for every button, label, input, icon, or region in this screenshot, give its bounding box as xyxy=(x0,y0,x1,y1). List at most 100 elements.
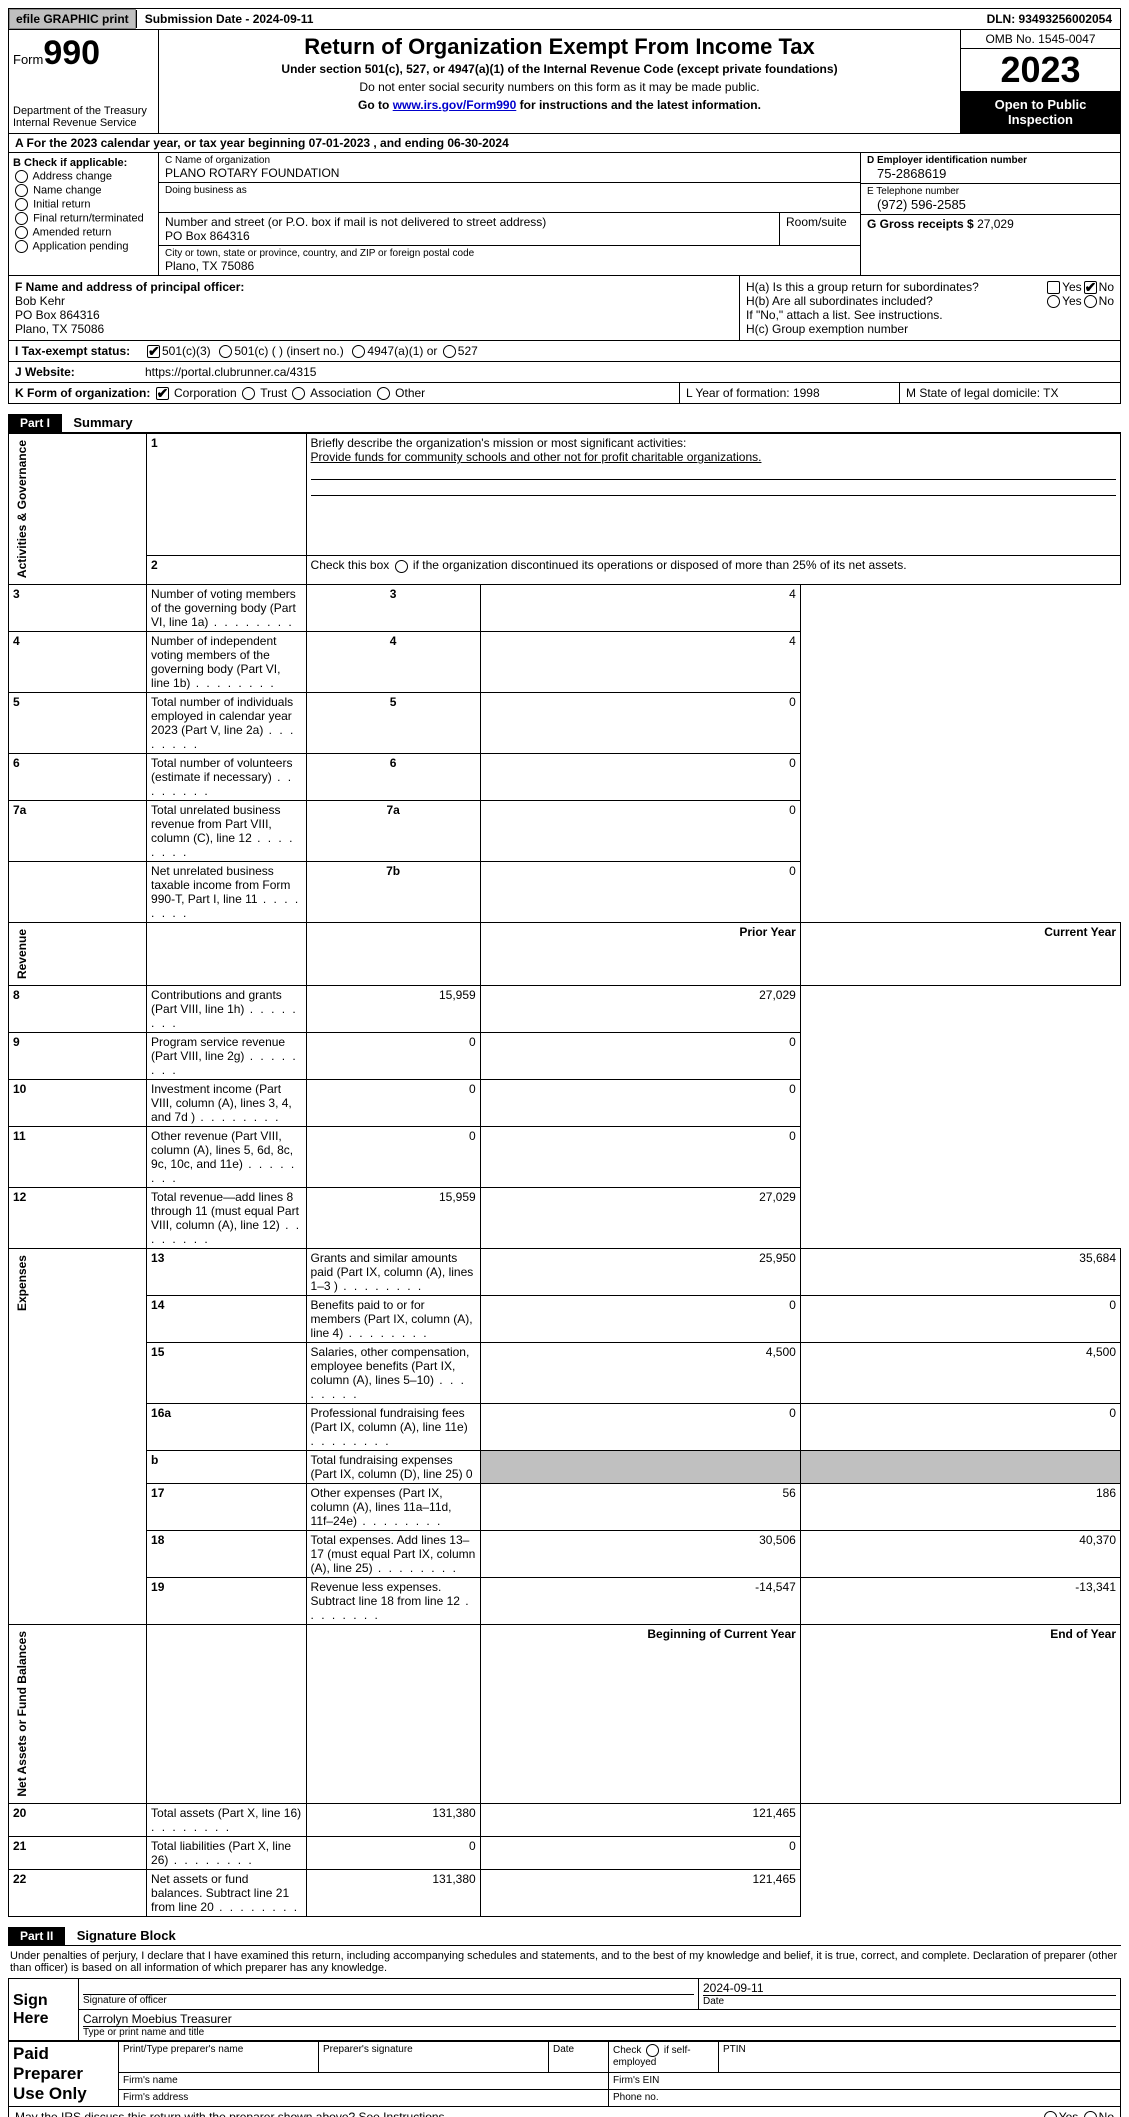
cb-corporation[interactable] xyxy=(156,387,169,400)
gov-row: 7aTotal unrelated business revenue from … xyxy=(9,801,1121,862)
officer-print-name: Carrolyn Moebius Treasurer xyxy=(83,2012,1116,2027)
sig-officer-caption: Signature of officer xyxy=(83,1995,694,2006)
col-current: Current Year xyxy=(800,923,1120,986)
hb-no[interactable] xyxy=(1084,295,1097,308)
part1-title: Summary xyxy=(65,415,132,430)
box-b: B Check if applicable: Address change Na… xyxy=(9,153,159,275)
city-value: Plano, TX 75086 xyxy=(165,259,854,273)
vlabel-governance: Activities & Governance xyxy=(13,436,31,582)
exp-row: 14Benefits paid to or for members (Part … xyxy=(9,1296,1121,1343)
cb-application-pending[interactable]: Application pending xyxy=(13,240,154,253)
officer-street: PO Box 864316 xyxy=(15,308,733,322)
year-formation: L Year of formation: 1998 xyxy=(680,383,900,403)
box-h: H(a) Is this a group return for subordin… xyxy=(740,276,1120,340)
cb-501c3[interactable] xyxy=(147,345,160,358)
rev-row: 10Investment income (Part VIII, column (… xyxy=(9,1080,1121,1127)
cb-association[interactable] xyxy=(292,387,305,400)
cb-trust[interactable] xyxy=(242,387,255,400)
sign-here-label: Sign Here xyxy=(9,1979,79,2041)
mission-text: Provide funds for community schools and … xyxy=(311,450,762,464)
box-c: C Name of organization PLANO ROTARY FOUN… xyxy=(159,153,860,275)
net-row: 21Total liabilities (Part X, line 26)00 xyxy=(9,1837,1121,1870)
org-name-caption: C Name of organization xyxy=(165,155,854,166)
print-name-caption: Type or print name and title xyxy=(83,2027,1116,2038)
irs-no[interactable] xyxy=(1084,2111,1097,2117)
cb-amended-return[interactable]: Amended return xyxy=(13,226,154,239)
officer-city: Plano, TX 75086 xyxy=(15,322,733,336)
entity-block: B Check if applicable: Address change Na… xyxy=(8,153,1121,276)
efile-print-button[interactable]: efile GRAPHIC print xyxy=(9,9,136,29)
cb-initial-return[interactable]: Initial return xyxy=(13,198,154,211)
firm-ein-caption: Firm's EIN xyxy=(609,2072,1121,2089)
exp-row: Expenses13Grants and similar amounts pai… xyxy=(9,1249,1121,1296)
gov-row: 5Total number of individuals employed in… xyxy=(9,693,1121,754)
pp-name-caption: Print/Type preparer's name xyxy=(119,2042,319,2073)
officer-group-block: F Name and address of principal officer:… xyxy=(8,276,1121,341)
form-title: Return of Organization Exempt From Incom… xyxy=(167,34,952,60)
website-value: https://portal.clubrunner.ca/4315 xyxy=(145,365,316,379)
form-subtitle: Under section 501(c), 527, or 4947(a)(1)… xyxy=(167,62,952,76)
submission-date: Submission Date - 2024-09-11 xyxy=(136,10,322,28)
cb-name-change[interactable]: Name change xyxy=(13,184,154,197)
hc-question: H(c) Group exemption number xyxy=(746,322,1114,336)
vlabel-revenue: Revenue xyxy=(13,925,31,983)
gross-value: 27,029 xyxy=(977,217,1014,231)
hb-note: If "No," attach a list. See instructions… xyxy=(746,308,1114,322)
tax-year: 2023 xyxy=(961,49,1120,91)
tax-exempt-label: I Tax-exempt status: xyxy=(15,344,145,358)
cb-self-employed[interactable] xyxy=(646,2044,659,2057)
pp-self-employed: Check if self-employed xyxy=(609,2042,719,2073)
cb-final-return[interactable]: Final return/terminated xyxy=(13,212,154,225)
firm-addr-caption: Firm's address xyxy=(119,2089,609,2106)
box-b-caption: B Check if applicable: xyxy=(13,157,154,169)
ha-yes[interactable] xyxy=(1047,281,1060,294)
hb-yes[interactable] xyxy=(1047,295,1060,308)
open-inspection: Open to Public Inspection xyxy=(961,91,1120,133)
website-label: J Website: xyxy=(15,365,145,379)
cb-discontinued[interactable] xyxy=(395,560,408,573)
cb-501c[interactable] xyxy=(219,345,232,358)
firm-phone-caption: Phone no. xyxy=(609,2089,1121,2106)
gov-row: Net unrelated business taxable income fr… xyxy=(9,862,1121,923)
row-i: I Tax-exempt status: 501(c)(3) 501(c) ( … xyxy=(8,341,1121,362)
cb-4947[interactable] xyxy=(352,345,365,358)
room-caption: Room/suite xyxy=(786,215,854,229)
cb-address-change[interactable]: Address change xyxy=(13,170,154,183)
irs-discuss-row: May the IRS discuss this return with the… xyxy=(8,2107,1121,2117)
officer-caption: F Name and address of principal officer: xyxy=(15,280,733,294)
box-d: D Employer identification number 75-2868… xyxy=(860,153,1120,275)
pp-date-caption: Date xyxy=(549,2042,609,2073)
q1-mission: Briefly describe the organization's miss… xyxy=(311,436,687,450)
irs-yes[interactable] xyxy=(1044,2111,1057,2117)
rev-row: 8Contributions and grants (Part VIII, li… xyxy=(9,986,1121,1033)
dba-caption: Doing business as xyxy=(165,185,854,196)
rev-row: 12Total revenue—add lines 8 through 11 (… xyxy=(9,1188,1121,1249)
gov-row: 3Number of voting members of the governi… xyxy=(9,585,1121,632)
hb-question: H(b) Are all subordinates included? xyxy=(746,294,1045,308)
sig-date: 2024-09-11 xyxy=(703,1981,1116,1996)
exp-row: 18Total expenses. Add lines 13–17 (must … xyxy=(9,1531,1121,1578)
paid-preparer-label: Paid Preparer Use Only xyxy=(9,2042,119,2107)
exp-row: 17Other expenses (Part IX, column (A), l… xyxy=(9,1484,1121,1531)
date-caption: Date xyxy=(703,1996,1116,2007)
department: Department of the Treasury Internal Reve… xyxy=(13,105,154,129)
state-domicile: M State of legal domicile: TX xyxy=(900,383,1120,403)
irs-link[interactable]: www.irs.gov/Form990 xyxy=(393,98,517,112)
col-begin: Beginning of Current Year xyxy=(480,1625,800,1804)
q2-discontinued: Check this box if the organization disco… xyxy=(306,556,1120,585)
net-row: 22Net assets or fund balances. Subtract … xyxy=(9,1870,1121,1917)
col-end: End of Year xyxy=(800,1625,1120,1804)
cb-527[interactable] xyxy=(443,345,456,358)
gov-row: 6Total number of volunteers (estimate if… xyxy=(9,754,1121,801)
irs-discuss-question: May the IRS discuss this return with the… xyxy=(15,2110,1042,2117)
net-row: 20Total assets (Part X, line 16)131,3801… xyxy=(9,1804,1121,1837)
ssn-note: Do not enter social security numbers on … xyxy=(167,80,952,94)
cb-other[interactable] xyxy=(377,387,390,400)
goto-note: Go to www.irs.gov/Form990 for instructio… xyxy=(167,98,952,112)
ha-no[interactable] xyxy=(1084,281,1097,294)
form-org-label: K Form of organization: xyxy=(15,386,150,400)
top-bar: efile GRAPHIC print Submission Date - 20… xyxy=(8,8,1121,30)
part1-bar: Part I Summary xyxy=(8,404,1121,433)
part2-bar: Part II Signature Block xyxy=(8,1917,1121,1946)
form-header: Form990 Department of the Treasury Inter… xyxy=(8,30,1121,134)
